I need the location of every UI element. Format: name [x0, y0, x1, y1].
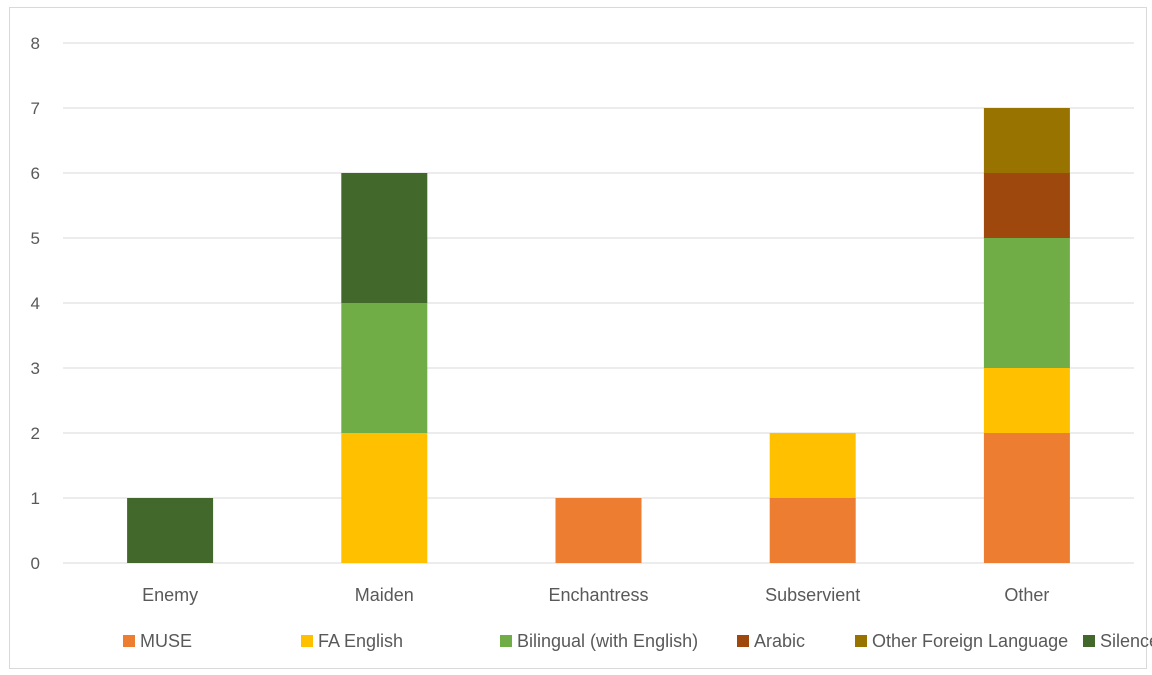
- legend-label: Other Foreign Language: [872, 631, 1068, 651]
- bar-segment[interactable]: [341, 173, 428, 303]
- bar-segment[interactable]: [341, 303, 428, 433]
- bars: [127, 108, 1070, 563]
- legend-swatch: [737, 635, 749, 647]
- legend-label: MUSE: [140, 631, 192, 651]
- bar-segment[interactable]: [555, 498, 642, 563]
- y-tick-label: 1: [31, 489, 40, 508]
- legend-swatch: [123, 635, 135, 647]
- legend-item[interactable]: Other Foreign Language: [855, 631, 1068, 651]
- x-category-label: Other: [1004, 585, 1049, 605]
- y-tick-label: 4: [31, 294, 40, 313]
- legend-swatch: [1083, 635, 1095, 647]
- y-tick-label: 7: [31, 99, 40, 118]
- y-tick-label: 0: [31, 554, 40, 573]
- legend-swatch: [301, 635, 313, 647]
- legend-label: Arabic: [754, 631, 805, 651]
- legend-item[interactable]: FA English: [301, 631, 403, 651]
- x-axis-category-labels: Enemy Maiden Enchantress Subservient Other: [142, 585, 1049, 605]
- bar-segment[interactable]: [983, 433, 1070, 563]
- bar-segment[interactable]: [983, 368, 1070, 433]
- bar-segment[interactable]: [983, 173, 1070, 238]
- y-tick-label: 3: [31, 359, 40, 378]
- bar-segment[interactable]: [983, 108, 1070, 173]
- gridlines: [63, 42, 1134, 564]
- legend-label: FA English: [318, 631, 403, 651]
- legend-item[interactable]: MUSE: [123, 631, 192, 651]
- legend-item[interactable]: Bilingual (with English): [500, 631, 698, 651]
- y-tick-label: 8: [31, 34, 40, 53]
- bar-segment[interactable]: [769, 433, 856, 498]
- y-axis-tick-labels: 0 1 2 3 4 5 6 7 8: [31, 34, 40, 573]
- legend-label: Silence: [1100, 631, 1152, 651]
- y-tick-label: 6: [31, 164, 40, 183]
- legend-swatch: [500, 635, 512, 647]
- bar-segment[interactable]: [983, 238, 1070, 368]
- x-category-label: Enemy: [142, 585, 198, 605]
- x-category-label: Maiden: [355, 585, 414, 605]
- legend-item[interactable]: Silence: [1083, 631, 1152, 651]
- x-category-label: Enchantress: [548, 585, 648, 605]
- legend-label: Bilingual (with English): [517, 631, 698, 651]
- bar-segment[interactable]: [127, 498, 214, 563]
- y-tick-label: 2: [31, 424, 40, 443]
- legend[interactable]: MUSE FA English Bilingual (with English) Ar…: [123, 631, 1152, 651]
- y-tick-label: 5: [31, 229, 40, 248]
- x-category-label: Subservient: [765, 585, 860, 605]
- bar-segment[interactable]: [341, 433, 428, 563]
- bar-segment[interactable]: [769, 498, 856, 563]
- legend-swatch: [855, 635, 867, 647]
- legend-item[interactable]: Arabic: [737, 631, 805, 651]
